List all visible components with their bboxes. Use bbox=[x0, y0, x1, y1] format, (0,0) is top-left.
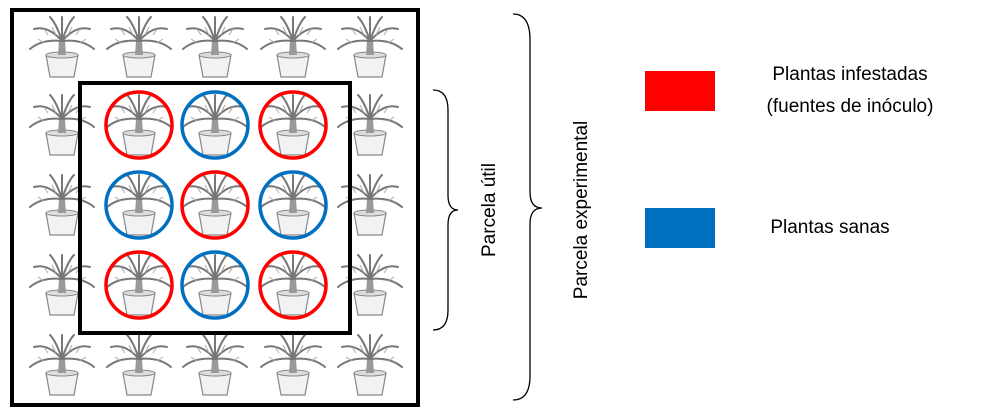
infested-plant-marker bbox=[258, 90, 328, 160]
plant bbox=[337, 254, 403, 316]
useful-plot-label: Parcela útil bbox=[479, 163, 500, 257]
plant bbox=[260, 16, 326, 78]
plant bbox=[260, 254, 326, 316]
plant bbox=[29, 16, 95, 78]
infested-plant-marker bbox=[104, 90, 174, 160]
infested-plant-marker bbox=[258, 250, 328, 320]
plant bbox=[29, 174, 95, 236]
plant bbox=[337, 174, 403, 236]
plant bbox=[29, 254, 95, 316]
plant bbox=[106, 254, 172, 316]
plant bbox=[260, 94, 326, 156]
plant bbox=[182, 94, 248, 156]
plant bbox=[260, 174, 326, 236]
plants bbox=[29, 16, 403, 396]
experimental-plot-brace bbox=[512, 13, 543, 401]
plant bbox=[337, 16, 403, 78]
plant bbox=[29, 334, 95, 396]
healthy-plant-marker bbox=[180, 90, 250, 160]
useful-plot-brace bbox=[432, 89, 459, 331]
infested-plant-marker bbox=[104, 250, 174, 320]
plant bbox=[106, 334, 172, 396]
plant bbox=[337, 94, 403, 156]
legend-label: (fuentes de inóculo) bbox=[767, 96, 934, 117]
legend-label: Plantas sanas bbox=[770, 217, 889, 238]
legend-swatch bbox=[645, 71, 715, 111]
plant bbox=[182, 254, 248, 316]
plant bbox=[106, 94, 172, 156]
plant bbox=[182, 174, 248, 236]
legend: Plantas infestadas (fuentes de inóculo) Pl… bbox=[645, 64, 933, 248]
plant-markers bbox=[104, 90, 328, 320]
plant bbox=[337, 334, 403, 396]
healthy-plant-marker bbox=[258, 170, 328, 240]
legend-label: Plantas infestadas bbox=[772, 64, 927, 85]
plant bbox=[29, 94, 95, 156]
healthy-plant-marker bbox=[180, 250, 250, 320]
plant bbox=[182, 334, 248, 396]
experimental-plot-border bbox=[10, 8, 420, 407]
useful-plot-border bbox=[78, 81, 352, 335]
plant bbox=[260, 334, 326, 396]
experimental-plot-label: Parcela experimental bbox=[571, 121, 592, 299]
infested-plant-marker bbox=[180, 170, 250, 240]
legend-swatch bbox=[645, 208, 715, 248]
plant bbox=[106, 16, 172, 78]
plant bbox=[106, 174, 172, 236]
healthy-plant-marker bbox=[104, 170, 174, 240]
plant bbox=[182, 16, 248, 78]
